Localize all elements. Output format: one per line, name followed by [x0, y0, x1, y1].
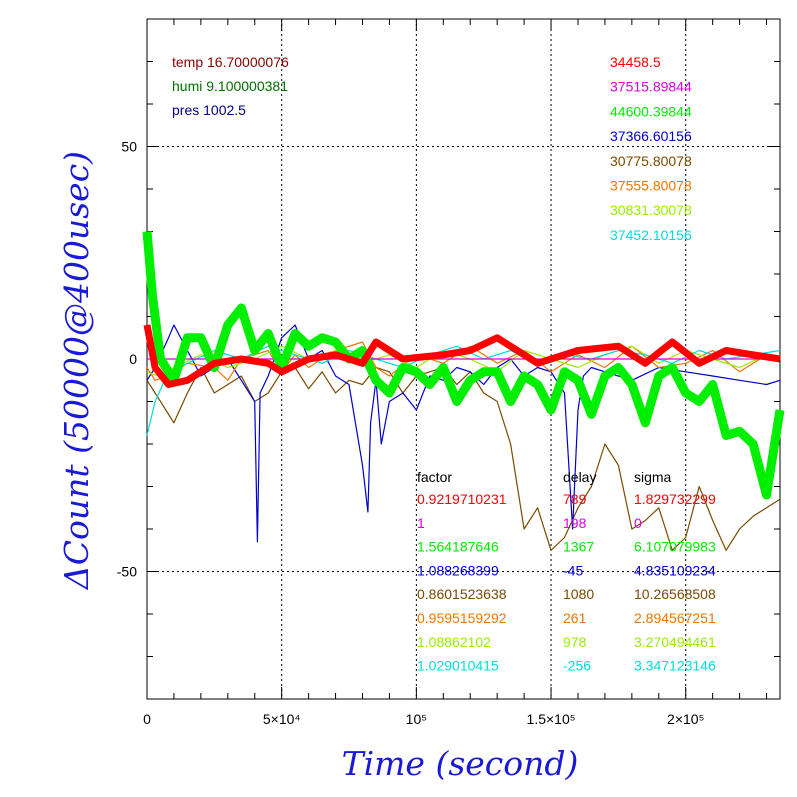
- y-tick-label: 50: [121, 139, 137, 155]
- x-tick-label: 10⁵: [406, 711, 427, 727]
- delay-value: -45: [563, 562, 583, 578]
- delay-value: 1367: [563, 539, 594, 555]
- series-mean-label: 37452.10156: [610, 227, 692, 243]
- series-line-3: [146, 324, 781, 543]
- table-header: sigma: [634, 469, 672, 485]
- sigma-value: 6.107079983: [634, 539, 716, 555]
- table-header: delay: [563, 469, 596, 485]
- series-mean-label: 37366.60156: [610, 128, 692, 144]
- series-mean-label: 30775.80078: [610, 153, 692, 169]
- factor-value: 0.9219710231: [417, 491, 507, 507]
- series-mean-label: 30831.30078: [610, 202, 692, 218]
- sigma-value: 10.26568508: [634, 586, 716, 602]
- series-mean-label: 44600.39844: [610, 103, 692, 119]
- axis-ticks: 0 5×10⁴ 10⁵ 1.5×10⁵ 2×10⁵ 50 0 -50: [117, 18, 780, 727]
- delay-value: 198: [563, 515, 587, 531]
- y-tick-label: 0: [129, 351, 137, 367]
- sigma-value: 1.829732299: [634, 491, 716, 507]
- sigma-value: 3.347123146: [634, 658, 716, 674]
- factor-value: 1.08862102: [417, 634, 491, 650]
- delay-value: -256: [563, 658, 591, 674]
- series-mean-label: 37555.80078: [610, 178, 692, 194]
- x-tick-label: 2×10⁵: [667, 711, 704, 727]
- y-axis-label: ΔCount (50000@400usec): [57, 151, 96, 591]
- delay-value: 978: [563, 634, 587, 650]
- factor-value: 0.9595159292: [417, 610, 507, 626]
- series-mean-label: 37515.89844: [610, 79, 692, 95]
- y-tick-label: -50: [117, 564, 137, 580]
- env-label: temp 16.70000076: [172, 54, 289, 70]
- series-mean-label: 34458.5: [610, 54, 661, 70]
- factor-value: 1: [417, 515, 425, 531]
- x-tick-label: 0: [143, 711, 151, 727]
- env-label: humi 9.100000381: [172, 78, 288, 94]
- factor-value: 1.088268399: [417, 562, 499, 578]
- series-line-0: [143, 324, 781, 388]
- factor-value: 1.029010415: [417, 658, 499, 674]
- env-label: pres 1002.5: [172, 102, 246, 118]
- delay-value: 1080: [563, 586, 594, 602]
- sigma-value: 2.894567251: [634, 610, 716, 626]
- factor-value: 0.8601523638: [417, 586, 507, 602]
- delay-value: 261: [563, 610, 587, 626]
- delay-value: 789: [563, 491, 587, 507]
- sigma-value: 4.835109234: [634, 562, 716, 578]
- sigma-value: 0: [634, 515, 642, 531]
- series-line-2: [142, 231, 785, 500]
- factor-value: 1.564187646: [417, 539, 499, 555]
- series-layer: [142, 231, 785, 551]
- x-axis-label: Time (second): [342, 744, 579, 783]
- sigma-value: 3.270494461: [634, 634, 716, 650]
- x-tick-label: 5×10⁴: [263, 711, 301, 727]
- labels-layer: temp 16.70000076 humi 9.100000381 pres 100…: [172, 54, 716, 674]
- table-header: factor: [417, 469, 452, 485]
- x-tick-label: 1.5×10⁵: [527, 711, 576, 727]
